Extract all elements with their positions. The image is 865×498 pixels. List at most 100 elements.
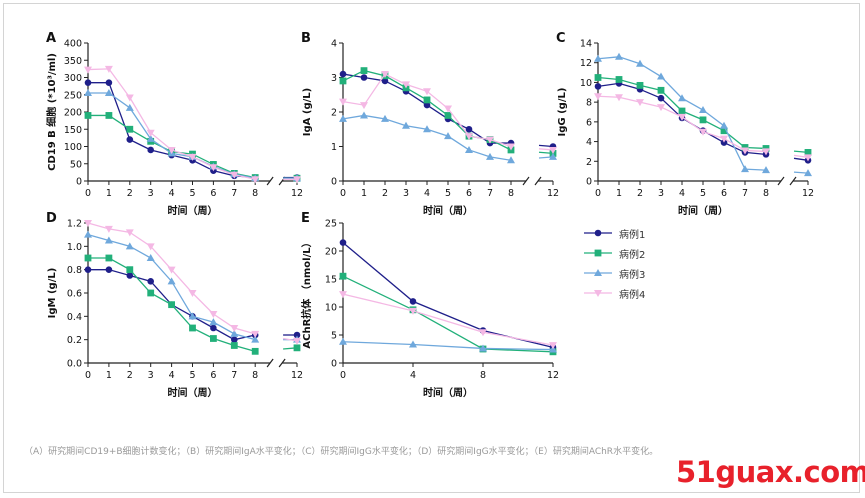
data-point	[339, 70, 347, 78]
data-point	[146, 129, 155, 137]
x-tick-label: 5	[700, 188, 706, 199]
series-病例3	[594, 52, 812, 177]
x-tick-label: 6	[721, 188, 727, 199]
y-tick-label: 2	[331, 108, 337, 119]
x-tick-label: 1	[106, 370, 112, 381]
x-tick-label: 8	[763, 188, 769, 199]
x-tick-label: 0	[85, 188, 91, 199]
x-tick-label: 4	[679, 188, 685, 199]
series-病例4	[594, 93, 812, 162]
data-point	[360, 74, 368, 81]
data-point	[657, 86, 665, 94]
data-point	[84, 220, 92, 227]
y-axis-title: CD19 B 细胞 (*10³/ml)	[45, 53, 58, 171]
x-tick-label: 2	[637, 188, 643, 199]
x-axis-title: 时间（周）	[678, 204, 728, 217]
series-line	[342, 73, 512, 148]
x-axis-break-mark	[534, 176, 542, 186]
y-tick-label: 20	[325, 247, 337, 258]
series-病例1	[84, 266, 301, 343]
data-point	[209, 318, 218, 326]
y-tick-label: 0.0	[67, 359, 82, 370]
data-point	[479, 329, 487, 337]
data-point	[423, 101, 431, 109]
panel-letter: E	[301, 211, 310, 226]
watermark-logo: 51guax.com	[676, 455, 865, 489]
y-tick-label: 0.6	[67, 289, 82, 300]
x-tick-label: 6	[466, 188, 472, 199]
series-病例4	[339, 291, 557, 350]
data-point	[444, 112, 452, 119]
legend-marker-icon	[584, 290, 612, 297]
data-point	[146, 243, 155, 251]
legend-label: 病例2	[619, 249, 646, 261]
data-point	[465, 133, 473, 141]
data-point	[105, 112, 113, 119]
data-point	[657, 104, 665, 112]
data-point	[486, 152, 494, 160]
y-tick-label: 100	[64, 142, 82, 153]
data-point	[636, 81, 644, 89]
data-point	[423, 96, 431, 104]
x-tick-label: 7	[487, 188, 493, 199]
x-axis-break-mark	[278, 358, 286, 368]
data-point	[168, 301, 175, 309]
data-point	[230, 171, 239, 179]
x-tick-label: 2	[382, 188, 388, 199]
data-point	[125, 103, 134, 111]
x-tick-label: 8	[480, 370, 486, 381]
data-point	[804, 154, 812, 162]
data-point	[230, 329, 239, 337]
data-point	[210, 324, 217, 332]
data-point	[678, 94, 686, 102]
legend-marker-icon	[584, 269, 612, 276]
y-tick-label: 1	[331, 142, 337, 153]
data-point	[84, 66, 92, 74]
y-tick-label: 0	[331, 359, 337, 370]
series-病例4	[339, 71, 557, 154]
x-tick-label: 7	[231, 370, 237, 381]
y-tick-label: 150	[64, 125, 82, 136]
data-point	[465, 125, 473, 133]
data-point	[423, 88, 431, 96]
data-point	[126, 266, 134, 274]
data-point	[423, 125, 431, 133]
data-point	[104, 236, 113, 244]
x-axis-break-mark	[789, 176, 797, 186]
data-point	[251, 335, 260, 343]
panel-letter: A	[46, 31, 56, 46]
y-tick-label: 0.8	[67, 265, 82, 276]
data-point	[594, 93, 602, 101]
series-病例4	[84, 65, 301, 184]
x-tick-label: 3	[658, 188, 664, 199]
legend-item: 病例1	[583, 226, 645, 241]
data-point	[409, 307, 417, 315]
data-point	[594, 74, 602, 81]
data-point	[594, 54, 602, 62]
series-line	[88, 92, 256, 179]
series-line	[342, 293, 554, 346]
series-line	[88, 82, 256, 179]
data-point	[381, 71, 389, 79]
data-point	[104, 225, 113, 233]
data-point	[720, 127, 728, 135]
x-tick-label: 2	[127, 370, 133, 381]
data-point	[189, 324, 196, 332]
x-axis-break-mark	[266, 358, 274, 368]
series-line	[342, 275, 554, 353]
x-tick-label: 8	[252, 370, 258, 381]
x-tick-label: 2	[127, 188, 133, 199]
y-tick-label: 1.2	[67, 219, 82, 230]
legend-marker	[594, 269, 602, 276]
x-tick-label: 12	[291, 188, 303, 199]
y-tick-label: 0	[331, 177, 337, 188]
data-point	[125, 229, 134, 237]
data-point	[147, 146, 154, 154]
y-axis-title: IgA (g/L)	[302, 88, 313, 136]
series-line	[793, 171, 809, 174]
data-point	[339, 98, 347, 106]
x-tick-label: 5	[189, 188, 195, 199]
data-point	[402, 81, 410, 89]
data-point	[720, 121, 728, 129]
